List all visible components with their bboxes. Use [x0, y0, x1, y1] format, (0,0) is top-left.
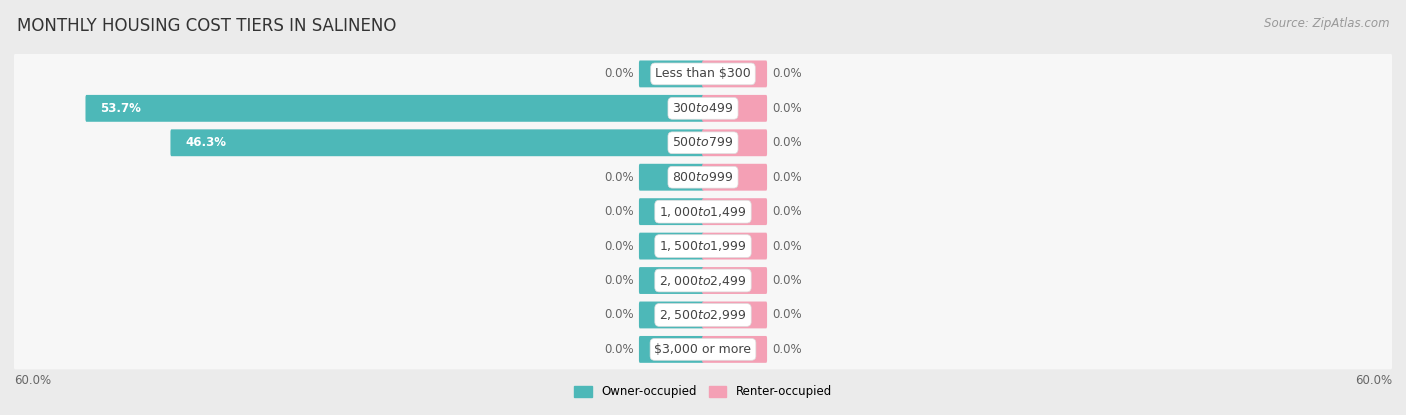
Text: 0.0%: 0.0% [605, 274, 634, 287]
Text: 0.0%: 0.0% [772, 136, 801, 149]
FancyBboxPatch shape [638, 302, 704, 328]
FancyBboxPatch shape [638, 198, 704, 225]
FancyBboxPatch shape [14, 88, 1392, 128]
Text: MONTHLY HOUSING COST TIERS IN SALINENO: MONTHLY HOUSING COST TIERS IN SALINENO [17, 17, 396, 34]
Text: $1,000 to $1,499: $1,000 to $1,499 [659, 205, 747, 219]
FancyBboxPatch shape [702, 95, 768, 122]
Text: 60.0%: 60.0% [14, 374, 51, 387]
Text: $2,000 to $2,499: $2,000 to $2,499 [659, 273, 747, 288]
FancyBboxPatch shape [638, 233, 704, 259]
Legend: Owner-occupied, Renter-occupied: Owner-occupied, Renter-occupied [569, 381, 837, 403]
Text: $500 to $799: $500 to $799 [672, 136, 734, 149]
FancyBboxPatch shape [638, 61, 704, 87]
Text: 60.0%: 60.0% [1355, 374, 1392, 387]
FancyBboxPatch shape [638, 336, 704, 363]
FancyBboxPatch shape [638, 164, 704, 190]
Text: 0.0%: 0.0% [772, 274, 801, 287]
Text: 0.0%: 0.0% [605, 67, 634, 81]
Text: $1,500 to $1,999: $1,500 to $1,999 [659, 239, 747, 253]
Text: $800 to $999: $800 to $999 [672, 171, 734, 184]
FancyBboxPatch shape [702, 129, 768, 156]
Text: 0.0%: 0.0% [605, 171, 634, 184]
Text: 46.3%: 46.3% [186, 136, 226, 149]
Text: 0.0%: 0.0% [605, 239, 634, 253]
FancyBboxPatch shape [638, 267, 704, 294]
FancyBboxPatch shape [14, 226, 1392, 266]
FancyBboxPatch shape [14, 330, 1392, 369]
Text: 0.0%: 0.0% [772, 308, 801, 322]
FancyBboxPatch shape [14, 54, 1392, 94]
FancyBboxPatch shape [86, 95, 704, 122]
Text: 0.0%: 0.0% [772, 102, 801, 115]
FancyBboxPatch shape [170, 129, 704, 156]
Text: 0.0%: 0.0% [772, 67, 801, 81]
Text: 0.0%: 0.0% [772, 239, 801, 253]
FancyBboxPatch shape [702, 198, 768, 225]
FancyBboxPatch shape [702, 164, 768, 190]
Text: 0.0%: 0.0% [605, 343, 634, 356]
FancyBboxPatch shape [14, 123, 1392, 163]
Text: 53.7%: 53.7% [100, 102, 141, 115]
FancyBboxPatch shape [702, 336, 768, 363]
FancyBboxPatch shape [702, 61, 768, 87]
Text: Source: ZipAtlas.com: Source: ZipAtlas.com [1264, 17, 1389, 29]
Text: 0.0%: 0.0% [605, 205, 634, 218]
Text: Less than $300: Less than $300 [655, 67, 751, 81]
FancyBboxPatch shape [702, 233, 768, 259]
FancyBboxPatch shape [14, 295, 1392, 335]
Text: $300 to $499: $300 to $499 [672, 102, 734, 115]
Text: $3,000 or more: $3,000 or more [655, 343, 751, 356]
Text: 0.0%: 0.0% [605, 308, 634, 322]
FancyBboxPatch shape [14, 261, 1392, 300]
Text: 0.0%: 0.0% [772, 343, 801, 356]
FancyBboxPatch shape [14, 157, 1392, 197]
FancyBboxPatch shape [702, 302, 768, 328]
Text: $2,500 to $2,999: $2,500 to $2,999 [659, 308, 747, 322]
Text: 0.0%: 0.0% [772, 205, 801, 218]
FancyBboxPatch shape [14, 192, 1392, 232]
FancyBboxPatch shape [702, 267, 768, 294]
Text: 0.0%: 0.0% [772, 171, 801, 184]
